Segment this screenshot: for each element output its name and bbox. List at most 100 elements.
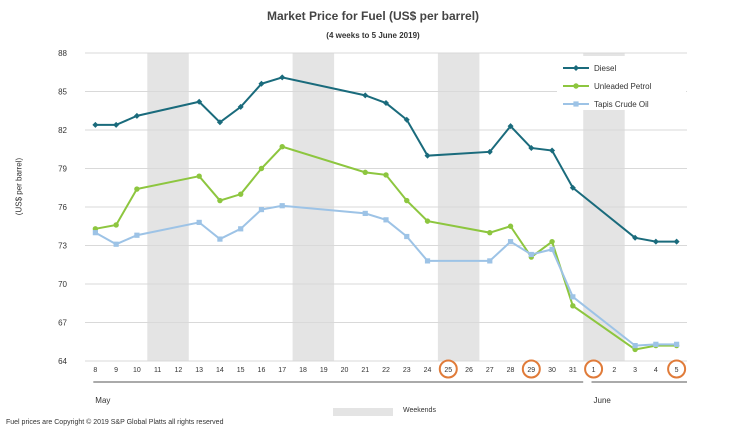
data-point bbox=[113, 241, 119, 247]
highlight-circle bbox=[584, 359, 604, 379]
data-point bbox=[652, 238, 659, 245]
legend-box bbox=[557, 56, 686, 110]
x-tick-label: 30 bbox=[548, 367, 556, 374]
x-tick-label: 8 bbox=[93, 367, 97, 374]
data-point bbox=[424, 258, 431, 264]
data-point bbox=[217, 236, 223, 242]
chart-subtitle: (4 weeks to 5 June 2019) bbox=[326, 31, 420, 40]
series-lines bbox=[92, 74, 680, 353]
data-point bbox=[258, 165, 265, 172]
series-line bbox=[95, 145, 677, 351]
x-tick-label: 24 bbox=[424, 367, 432, 374]
data-point bbox=[549, 246, 555, 252]
x-tick-label: 13 bbox=[195, 367, 203, 374]
x-tick-label: 20 bbox=[341, 367, 349, 374]
data-point bbox=[570, 303, 576, 309]
y-tick-label: 79 bbox=[58, 165, 67, 174]
weekends-swatch bbox=[333, 408, 393, 416]
data-point bbox=[258, 80, 265, 87]
x-tick-label: 27 bbox=[486, 367, 494, 374]
data-point bbox=[632, 234, 639, 241]
y-tick-label: 67 bbox=[58, 319, 67, 328]
data-point bbox=[632, 343, 638, 349]
data-point bbox=[133, 112, 140, 119]
data-point bbox=[237, 191, 244, 197]
x-tick-label: 1 bbox=[592, 367, 596, 374]
month-axis: May June bbox=[93, 381, 687, 405]
data-point bbox=[362, 210, 368, 217]
x-tick-label: 16 bbox=[258, 367, 266, 374]
weekends-label: Weekends bbox=[403, 407, 436, 414]
legend-marker bbox=[573, 101, 579, 107]
legend-label: Unleaded Petrol bbox=[594, 82, 652, 91]
x-tick-label: 11 bbox=[154, 367, 161, 374]
highlight-circle bbox=[438, 359, 458, 379]
x-tick-label: 25 bbox=[444, 367, 452, 374]
legend-label: Diesel bbox=[594, 64, 616, 73]
data-point bbox=[424, 218, 431, 224]
data-point bbox=[362, 169, 368, 176]
data-point bbox=[549, 147, 556, 154]
legend-marker bbox=[573, 65, 579, 71]
y-axis-label: (US$ per barrel) bbox=[14, 157, 24, 216]
data-point bbox=[134, 232, 140, 238]
data-point bbox=[279, 74, 286, 81]
x-tick-label: 19 bbox=[320, 367, 328, 374]
y-tick-label: 85 bbox=[58, 88, 67, 97]
y-tick-label: 73 bbox=[58, 242, 67, 251]
data-point bbox=[403, 116, 410, 123]
data-point bbox=[424, 152, 431, 159]
x-tick-label: 10 bbox=[133, 367, 141, 374]
x-tick-label: 14 bbox=[216, 367, 224, 374]
data-point bbox=[507, 123, 514, 130]
data-point bbox=[258, 206, 265, 213]
data-point bbox=[383, 100, 389, 107]
data-point bbox=[673, 238, 680, 245]
x-tick-label: 29 bbox=[527, 367, 535, 374]
x-tick-label: 4 bbox=[654, 367, 658, 374]
x-tick-label: 5 bbox=[675, 367, 679, 374]
data-point bbox=[383, 172, 389, 178]
data-point bbox=[279, 203, 285, 209]
data-point bbox=[404, 197, 410, 204]
data-point bbox=[653, 341, 659, 347]
highlighted-day-circles bbox=[438, 359, 687, 379]
x-tick-label: 21 bbox=[361, 367, 369, 374]
y-axis-tick-labels: 64 67 70 73 76 79 82 85 88 bbox=[58, 49, 67, 366]
series-line bbox=[94, 204, 677, 347]
data-point bbox=[196, 98, 203, 105]
data-point bbox=[507, 239, 514, 245]
y-tick-label: 88 bbox=[58, 49, 67, 58]
gridlines bbox=[85, 52, 687, 362]
month-label: June bbox=[594, 396, 612, 405]
y-tick-label: 76 bbox=[58, 203, 67, 212]
chart-legend: Diesel Unleaded Petrol Tapis Crude Oil bbox=[557, 56, 686, 110]
highlight-circle bbox=[667, 359, 687, 379]
x-axis-tick-labels: 8 9 10 11 12 13 14 15 16 17 18 19 20 21 22 23 24 25 26 27 28… bbox=[93, 367, 678, 374]
x-tick-label: 26 bbox=[465, 367, 473, 374]
data-point bbox=[528, 251, 534, 258]
month-label: May bbox=[95, 396, 110, 405]
data-point bbox=[487, 229, 493, 236]
data-point bbox=[569, 184, 576, 191]
data-point bbox=[238, 226, 244, 232]
data-point bbox=[279, 143, 285, 150]
data-point bbox=[362, 92, 369, 99]
data-point bbox=[92, 230, 98, 236]
data-point bbox=[549, 238, 555, 245]
data-point bbox=[134, 186, 140, 192]
data-point bbox=[196, 219, 202, 225]
data-point bbox=[217, 197, 223, 204]
chart-title: Market Price for Fuel (US$ per barrel) bbox=[266, 9, 480, 23]
x-tick-label: 18 bbox=[299, 367, 307, 374]
data-point bbox=[528, 144, 535, 151]
copyright-notice: Fuel prices are Copyright © 2019 S&P Glo… bbox=[6, 419, 224, 426]
x-tick-label: 2 bbox=[612, 367, 616, 374]
x-tick-label: 17 bbox=[278, 367, 286, 374]
data-point bbox=[404, 233, 410, 240]
x-tick-label: 15 bbox=[237, 367, 245, 374]
y-tick-label: 64 bbox=[58, 357, 67, 366]
data-point bbox=[486, 148, 493, 155]
x-tick-label: 9 bbox=[114, 367, 118, 374]
